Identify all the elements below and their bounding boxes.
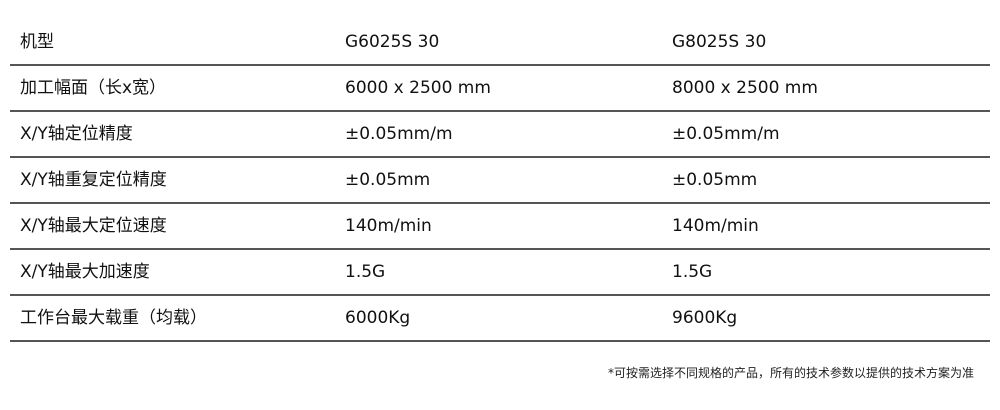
footnote: *可按需选择不同规格的产品，所有的技术参数以提供的技术方案为准 xyxy=(607,366,974,380)
spec-value: 6000Kg xyxy=(345,308,411,328)
spec-value: ±0.05mm xyxy=(672,170,758,190)
spec-value: G8025S 30 xyxy=(672,32,767,52)
spec-value: 140m/min xyxy=(672,216,759,236)
table-row: X/Y轴重复定位精度 ±0.05mm ±0.05mm xyxy=(10,158,990,204)
table-header-row: 机型 G6025S 30 G8025S 30 xyxy=(10,20,990,66)
table-row: X/Y轴最大加速度 1.5G 1.5G xyxy=(10,250,990,296)
spec-label: X/Y轴最大加速度 xyxy=(20,262,150,282)
spec-value: 9600Kg xyxy=(672,308,738,328)
spec-label: 工作台最大载重（均载） xyxy=(20,308,207,328)
table-row: 加工幅面（长x宽） 6000 x 2500 mm 8000 x 2500 mm xyxy=(10,66,990,112)
spec-label: 加工幅面（长x宽） xyxy=(20,78,167,98)
spec-label: 机型 xyxy=(20,32,54,52)
spec-value: 6000 x 2500 mm xyxy=(345,78,491,98)
spec-value: ±0.05mm/m xyxy=(345,124,453,144)
spec-value: 8000 x 2500 mm xyxy=(672,78,818,98)
spec-label: X/Y轴最大定位速度 xyxy=(20,216,167,236)
spec-value: 140m/min xyxy=(345,216,432,236)
table-row: 工作台最大载重（均载） 6000Kg 9600Kg xyxy=(10,296,990,342)
spec-value: 1.5G xyxy=(345,262,386,282)
spec-label: X/Y轴重复定位精度 xyxy=(20,170,167,190)
spec-value: 1.5G xyxy=(672,262,713,282)
table-row: X/Y轴最大定位速度 140m/min 140m/min xyxy=(10,204,990,250)
spec-label: X/Y轴定位精度 xyxy=(20,124,133,144)
spec-table: 机型 G6025S 30 G8025S 30 加工幅面（长x宽） 6000 x 2500… xyxy=(10,20,990,342)
spec-value: G6025S 30 xyxy=(345,32,440,52)
table-row: X/Y轴定位精度 ±0.05mm/m ±0.05mm/m xyxy=(10,112,990,158)
spec-value: ±0.05mm/m xyxy=(672,124,780,144)
spec-value: ±0.05mm xyxy=(345,170,431,190)
